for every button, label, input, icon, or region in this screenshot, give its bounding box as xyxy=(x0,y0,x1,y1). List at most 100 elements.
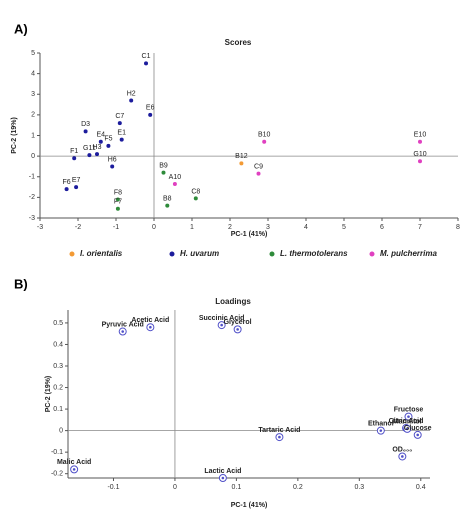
point xyxy=(74,185,79,190)
panel-label: A) xyxy=(14,21,28,36)
y-tick-label: -2 xyxy=(29,194,35,201)
point xyxy=(193,196,198,201)
point-label: G11 xyxy=(83,145,96,152)
x-tick-label: 0 xyxy=(173,484,177,491)
point xyxy=(95,152,99,157)
point xyxy=(161,170,166,175)
point-center xyxy=(407,415,410,418)
point-label: Ethanol xyxy=(368,420,394,427)
x-tick-label: 0.3 xyxy=(354,484,364,491)
point xyxy=(165,203,170,208)
point-label: Citric Acid xyxy=(389,418,424,425)
point-label: B12 xyxy=(235,153,248,160)
legend-label: M. pulcherrima xyxy=(380,249,437,258)
point-label: Pyruvic Acid xyxy=(102,321,144,328)
point-label: Tartaric Acid xyxy=(258,427,300,434)
point-label: B10 xyxy=(258,132,271,139)
y-axis-label: PC-2 (19%) xyxy=(11,117,18,154)
point-label: Succinic Acid xyxy=(199,315,245,322)
y-tick-label: 1 xyxy=(31,132,35,139)
point xyxy=(87,153,92,158)
legend-marker xyxy=(269,251,275,257)
y-tick-label: 0.2 xyxy=(53,384,63,391)
point xyxy=(172,181,177,186)
x-axis-label: PC-1 (41%) xyxy=(231,502,268,509)
y-tick-label: 0.1 xyxy=(53,406,63,413)
point-label: E7 xyxy=(72,177,81,184)
y-tick-label: 0.3 xyxy=(53,363,63,370)
y-tick-label: 5 xyxy=(31,50,35,57)
point-label: H3 xyxy=(93,144,102,151)
point-label: F1 xyxy=(70,148,78,155)
point-label: F7 xyxy=(114,199,122,206)
point xyxy=(119,137,124,142)
point xyxy=(72,156,77,161)
point-label: Acetic Acid xyxy=(131,317,169,324)
x-tick-label: 0.4 xyxy=(416,484,426,491)
y-tick-label: -1 xyxy=(29,174,35,181)
point xyxy=(83,129,88,134)
x-tick-label: -0.1 xyxy=(107,484,119,491)
point xyxy=(117,121,122,126)
point-center xyxy=(149,325,152,329)
point xyxy=(106,143,111,148)
point-label: C9 xyxy=(254,164,263,171)
point-label: Malic Acid xyxy=(57,459,91,466)
point-label: G10 xyxy=(413,151,426,158)
point-center xyxy=(236,328,239,331)
point-label: F8 xyxy=(114,189,122,196)
point xyxy=(115,197,120,202)
point xyxy=(418,139,422,144)
point-label: E6 xyxy=(146,105,155,112)
point-label: B9 xyxy=(159,162,168,169)
x-tick-label: 0.2 xyxy=(293,484,303,491)
point-label: OD₆₀₀ xyxy=(392,446,412,453)
point-center xyxy=(416,433,420,437)
point-center xyxy=(278,435,281,439)
legend-marker xyxy=(369,251,375,257)
point xyxy=(144,61,149,66)
point-label: C7 xyxy=(115,113,124,120)
point-label: Glucose xyxy=(404,425,432,432)
x-tick-label: -3 xyxy=(37,224,43,231)
point-label: C8 xyxy=(191,188,200,195)
point-center xyxy=(221,476,225,480)
x-tick-label: 0 xyxy=(152,224,156,231)
point-center xyxy=(220,323,223,327)
y-axis-label: PC-2 (19%) xyxy=(45,376,52,413)
point-label: E10 xyxy=(414,132,427,139)
point-center xyxy=(121,330,124,333)
point xyxy=(64,187,69,192)
x-tick-label: -2 xyxy=(75,224,81,231)
y-tick-label: 2 xyxy=(31,112,35,119)
y-tick-label: 3 xyxy=(31,91,35,98)
x-tick-label: 5 xyxy=(342,224,346,231)
point-label: Glycerol xyxy=(224,319,252,326)
legend-label: L. thermotolerans xyxy=(280,249,348,258)
legend-marker xyxy=(169,251,175,257)
point xyxy=(256,171,261,176)
x-tick-label: 3 xyxy=(266,224,270,231)
point-label: H6 xyxy=(108,156,117,163)
point xyxy=(129,98,134,103)
point-label: E4 xyxy=(97,132,106,139)
point-label: Fructose xyxy=(394,406,424,413)
point-label: F6 xyxy=(63,179,71,186)
chart-title: Loadings xyxy=(215,297,251,306)
point-label: D3 xyxy=(81,121,90,128)
point-label: Lactic Acid xyxy=(204,468,241,475)
point-label: E1 xyxy=(117,129,126,136)
chart-title: Scores xyxy=(225,38,252,47)
x-tick-label: -1 xyxy=(113,224,119,231)
y-tick-label: 0.4 xyxy=(53,341,63,348)
point-label: Mannitol xyxy=(393,419,422,426)
point xyxy=(418,159,422,164)
legend-label: H. uvarum xyxy=(180,249,219,258)
y-tick-label: 0 xyxy=(59,427,63,434)
point-label: H2 xyxy=(127,90,136,97)
point-center xyxy=(401,455,404,458)
legend-label: I. orientalis xyxy=(80,249,123,258)
point xyxy=(110,164,115,169)
point-center xyxy=(72,468,76,471)
